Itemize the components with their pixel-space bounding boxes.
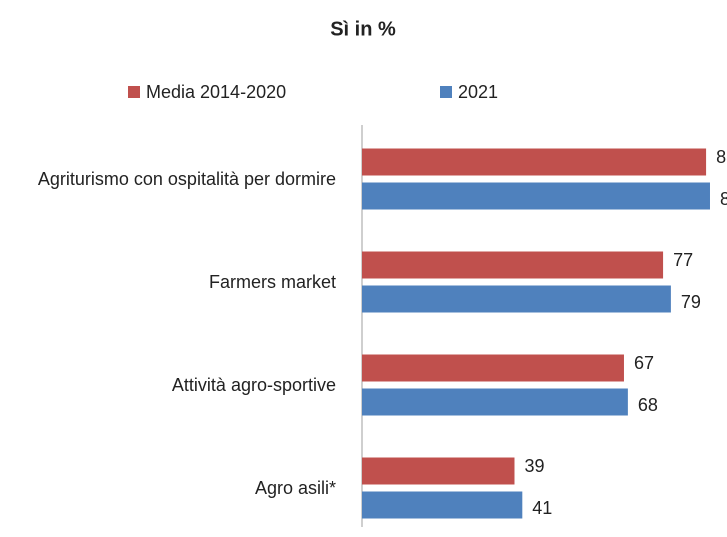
category-label: Farmers market (208, 271, 336, 292)
bar (362, 148, 707, 176)
bar (362, 457, 515, 485)
data-label: 77 (673, 250, 693, 270)
bar (362, 285, 671, 313)
legend-label: 2021 (458, 82, 498, 102)
data-label: 68 (638, 395, 658, 415)
legend-swatch (440, 86, 452, 98)
data-label: 88 (716, 147, 727, 167)
category-label: Agro asili* (254, 477, 336, 498)
bar (362, 388, 628, 416)
data-label: 41 (532, 498, 552, 518)
data-label: 89 (720, 189, 727, 209)
category-label: Agriturismo con ospitalità per dormire (37, 168, 336, 189)
chart-title: Sì in % (330, 18, 396, 40)
bar (362, 491, 523, 519)
bar (362, 182, 710, 210)
legend-label: Media 2014-2020 (146, 82, 286, 102)
bar (362, 251, 664, 279)
legend-swatch (128, 86, 140, 98)
data-label: 67 (634, 353, 654, 373)
data-label: 79 (681, 292, 701, 312)
bar (362, 354, 624, 382)
data-label: 39 (524, 456, 544, 476)
category-label: Attività agro-sportive (171, 374, 336, 395)
